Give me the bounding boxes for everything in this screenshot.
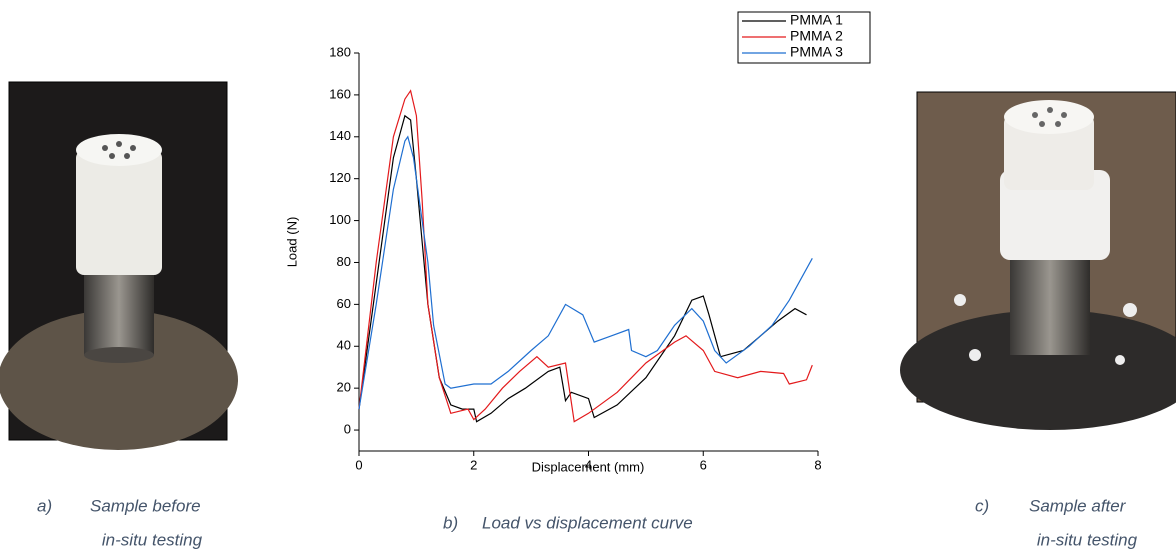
caption-text: Sample before xyxy=(90,496,201,515)
caption-text: in-situ testing xyxy=(102,530,203,549)
line-series xyxy=(358,114,807,423)
x-axis-label: Displacement (mm) xyxy=(532,459,645,474)
y-tick-label: 60 xyxy=(337,296,351,311)
x-tick-label: 2 xyxy=(470,457,477,472)
y-tick-label: 120 xyxy=(329,170,351,185)
y-tick-label: 140 xyxy=(329,128,351,143)
line-series xyxy=(358,135,813,410)
x-tick-label: 8 xyxy=(814,457,821,472)
caption-label: c) xyxy=(975,496,989,515)
x-tick-label: 0 xyxy=(355,457,362,472)
y-tick-label: 20 xyxy=(337,380,351,395)
legend-label: PMMA 2 xyxy=(790,28,843,44)
caption-label: b) xyxy=(443,513,458,532)
y-tick-label: 180 xyxy=(329,44,351,59)
y-tick-label: 160 xyxy=(329,86,351,101)
caption-text: Sample after xyxy=(1029,496,1127,515)
y-axis-label: Load (N) xyxy=(284,217,299,268)
photo-before xyxy=(0,81,238,450)
y-tick-label: 100 xyxy=(329,212,351,227)
caption-label: a) xyxy=(37,496,52,515)
x-tick-label: 4 xyxy=(585,457,592,472)
legend-label: PMMA 1 xyxy=(790,12,843,28)
x-tick-label: 6 xyxy=(700,457,707,472)
legend-label: PMMA 3 xyxy=(790,44,843,60)
caption-text: in-situ testing xyxy=(1037,530,1138,549)
photo-after xyxy=(900,91,1176,430)
y-tick-label: 40 xyxy=(337,338,351,353)
line-series xyxy=(358,89,813,423)
plot: 0 20 40 60 80 100 120 140 160 180 0 2 4 6 8 xyxy=(329,44,821,472)
y-tick-label: 0 xyxy=(344,421,351,436)
y-tick-label: 80 xyxy=(337,254,351,269)
caption-text: Load vs displacement curve xyxy=(482,513,693,532)
